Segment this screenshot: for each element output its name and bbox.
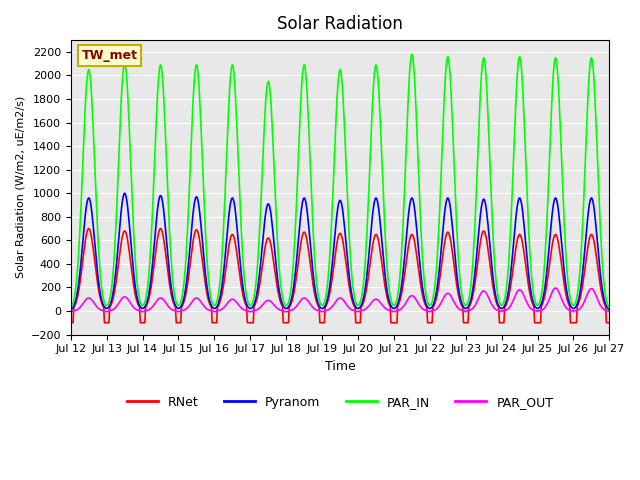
PAR_OUT	[109, 306, 117, 312]
RNet	[516, 232, 524, 238]
PAR_IN	[499, 301, 507, 307]
PAR_IN	[157, 64, 165, 70]
Line: Pyranom: Pyranom	[35, 193, 609, 311]
RNet	[109, 294, 117, 300]
Pyranom	[445, 196, 452, 202]
PAR_OUT	[157, 295, 165, 301]
Title: Solar Radiation: Solar Radiation	[277, 15, 403, 33]
Pyranom	[121, 191, 129, 196]
RNet	[605, 320, 613, 325]
PAR_OUT	[31, 309, 38, 314]
PAR_IN	[408, 51, 416, 57]
Pyranom	[40, 308, 48, 314]
RNet	[157, 226, 164, 231]
RNet	[31, 320, 38, 325]
PAR_IN	[605, 305, 613, 311]
Pyranom	[158, 196, 166, 202]
Legend: RNet, Pyranom, PAR_IN, PAR_OUT: RNet, Pyranom, PAR_IN, PAR_OUT	[122, 391, 558, 414]
Pyranom	[499, 305, 507, 311]
PAR_OUT	[605, 309, 613, 314]
Y-axis label: Solar Radiation (W/m2, uE/m2/s): Solar Radiation (W/m2, uE/m2/s)	[15, 96, 25, 278]
Pyranom	[516, 196, 524, 202]
Line: PAR_IN: PAR_IN	[35, 54, 609, 311]
PAR_OUT	[516, 287, 524, 293]
X-axis label: Time: Time	[324, 360, 355, 373]
PAR_IN	[40, 308, 48, 314]
RNet	[445, 230, 452, 236]
PAR_OUT	[499, 308, 506, 313]
PAR_IN	[31, 308, 38, 314]
RNet	[158, 228, 166, 234]
Line: RNet: RNet	[35, 228, 609, 323]
PAR_OUT	[552, 285, 559, 291]
Line: PAR_OUT: PAR_OUT	[35, 288, 609, 312]
Text: TW_met: TW_met	[81, 49, 138, 62]
RNet	[40, 320, 48, 325]
RNet	[499, 320, 507, 325]
Pyranom	[109, 288, 117, 293]
PAR_IN	[109, 265, 117, 271]
Pyranom	[605, 307, 613, 312]
Pyranom	[31, 308, 38, 314]
PAR_IN	[445, 56, 452, 61]
PAR_OUT	[40, 309, 48, 314]
PAR_IN	[516, 56, 524, 61]
PAR_OUT	[444, 290, 452, 296]
